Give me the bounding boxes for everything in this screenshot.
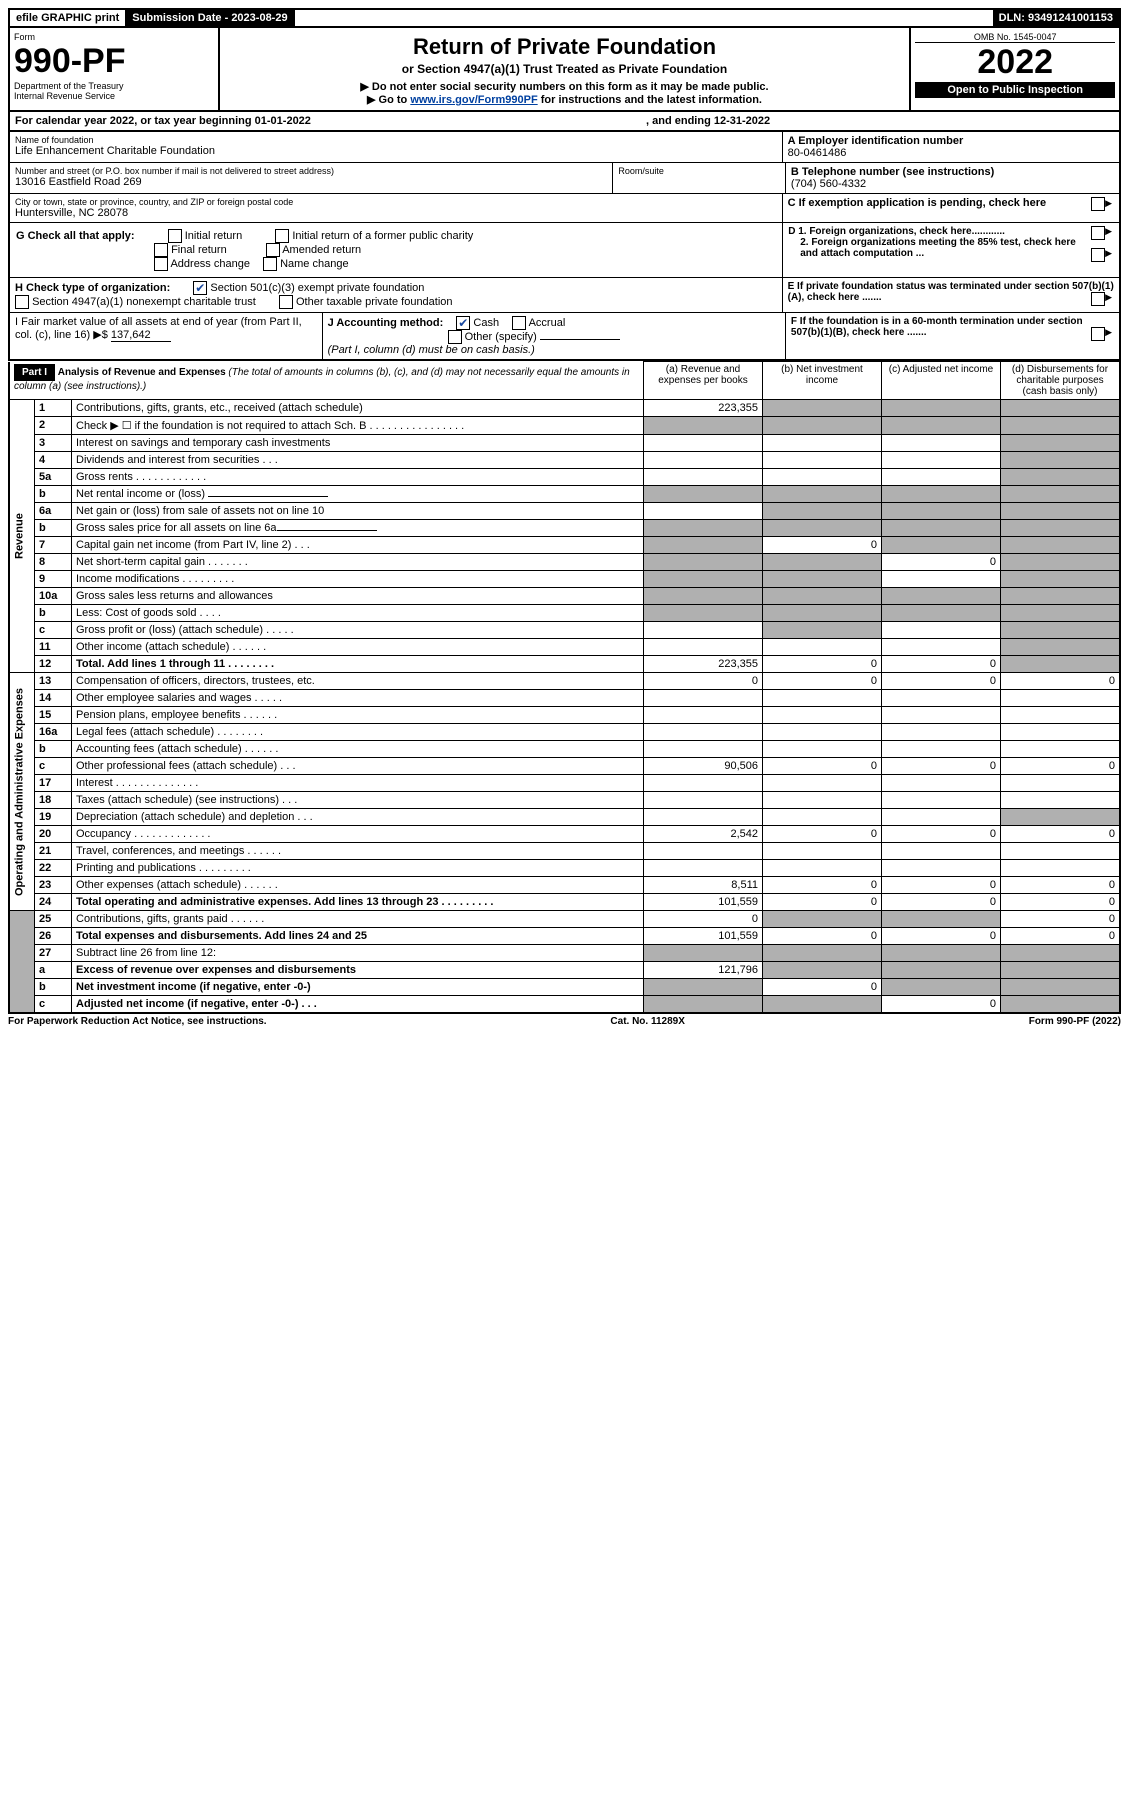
j-accrual-label: Accrual — [529, 317, 566, 329]
part1-label: Part I — [14, 364, 55, 381]
j-note: (Part I, column (d) must be on cash basi… — [328, 344, 535, 356]
efile-label: efile GRAPHIC print — [10, 10, 126, 26]
g5-label: Address change — [170, 258, 250, 270]
city-label: City or town, state or province, country… — [15, 197, 777, 207]
submission-date: Submission Date - 2023-08-29 — [126, 10, 294, 26]
form-link[interactable]: www.irs.gov/Form990PF — [410, 94, 537, 106]
j-cash-label: Cash — [473, 317, 499, 329]
form-word: Form — [14, 32, 214, 42]
j-cash-check[interactable] — [456, 316, 470, 330]
revenue-label: Revenue — [9, 400, 35, 673]
col-d-header: (d) Disbursements for charitable purpose… — [1001, 362, 1121, 400]
addr-label: Number and street (or P.O. box number if… — [15, 166, 607, 176]
room-label: Room/suite — [618, 166, 780, 176]
h1-check[interactable] — [193, 281, 207, 295]
h-label: H Check type of organization: — [15, 282, 170, 294]
footer-left: For Paperwork Reduction Act Notice, see … — [8, 1016, 267, 1027]
c-checkbox[interactable] — [1091, 197, 1105, 211]
g3-check[interactable] — [154, 243, 168, 257]
ein-label: A Employer identification number — [788, 135, 1114, 147]
d1-check[interactable] — [1091, 226, 1105, 240]
c-label: C If exemption application is pending, c… — [788, 197, 1047, 209]
city-value: Huntersville, NC 28078 — [15, 207, 777, 219]
open-public: Open to Public Inspection — [915, 82, 1115, 98]
j-other-check[interactable] — [448, 330, 462, 344]
j-accrual-check[interactable] — [512, 316, 526, 330]
addr-value: 13016 Eastfield Road 269 — [15, 176, 607, 188]
expenses-label: Operating and Administrative Expenses — [9, 673, 35, 911]
page-footer: For Paperwork Reduction Act Notice, see … — [8, 1014, 1121, 1027]
cal-year-end: , and ending 12-31-2022 — [641, 112, 1119, 130]
h2-label: Section 4947(a)(1) nonexempt charitable … — [32, 296, 256, 308]
e-label: E If private foundation status was termi… — [788, 281, 1114, 303]
name-label: Name of foundation — [15, 135, 777, 145]
phone-value: (704) 560-4332 — [791, 178, 1114, 190]
col-a-header: (a) Revenue and expenses per books — [644, 362, 763, 400]
tax-year: 2022 — [915, 43, 1115, 82]
g-label: G Check all that apply: — [16, 230, 135, 242]
foundation-name: Life Enhancement Charitable Foundation — [15, 145, 777, 157]
col-b-header: (b) Net investment income — [763, 362, 882, 400]
top-bar: efile GRAPHIC print Submission Date - 20… — [8, 8, 1121, 28]
e-check[interactable] — [1091, 292, 1105, 306]
i-value: 137,642 — [111, 329, 171, 342]
g2-check[interactable] — [275, 229, 289, 243]
dept: Department of the Treasury — [14, 81, 214, 91]
g4-check[interactable] — [266, 243, 280, 257]
g1-check[interactable] — [168, 229, 182, 243]
cal-year-begin: For calendar year 2022, or tax year begi… — [10, 112, 641, 130]
part1-title: Analysis of Revenue and Expenses — [58, 367, 226, 378]
note-goto-suffix: for instructions and the latest informat… — [538, 94, 762, 106]
d2-check[interactable] — [1091, 248, 1105, 262]
d2-label: 2. Foreign organizations meeting the 85%… — [800, 237, 1076, 259]
h2-check[interactable] — [15, 295, 29, 309]
phone-label: B Telephone number (see instructions) — [791, 166, 1114, 178]
form-number: 990-PF — [14, 42, 214, 81]
footer-right: Form 990-PF (2022) — [1029, 1016, 1121, 1027]
form-subtitle: or Section 4947(a)(1) Trust Treated as P… — [224, 62, 906, 76]
g2-label: Initial return of a former public charit… — [292, 230, 473, 242]
d1-label: D 1. Foreign organizations, check here..… — [788, 226, 1005, 237]
col-c-header: (c) Adjusted net income — [882, 362, 1001, 400]
g6-check[interactable] — [263, 257, 277, 271]
g1-label: Initial return — [185, 230, 242, 242]
ein-value: 80-0461486 — [788, 147, 1114, 159]
footer-mid: Cat. No. 11289X — [610, 1016, 684, 1027]
h1-label: Section 501(c)(3) exempt private foundat… — [210, 282, 424, 294]
j-label: J Accounting method: — [328, 317, 444, 329]
j-other-label: Other (specify) — [465, 331, 537, 343]
note-goto-prefix: ▶ Go to — [367, 94, 410, 106]
part1-table: Part I Analysis of Revenue and Expenses … — [8, 361, 1121, 1014]
form-title: Return of Private Foundation — [224, 34, 906, 60]
f-check[interactable] — [1091, 327, 1105, 341]
f-label: F If the foundation is in a 60-month ter… — [791, 316, 1083, 338]
g6-label: Name change — [280, 258, 349, 270]
g5-check[interactable] — [154, 257, 168, 271]
h3-label: Other taxable private foundation — [296, 296, 453, 308]
omb: OMB No. 1545-0047 — [915, 32, 1115, 43]
g3-label: Final return — [171, 244, 227, 256]
dln: DLN: 93491241001153 — [993, 10, 1119, 26]
form-header: Form 990-PF Department of the Treasury I… — [8, 28, 1121, 112]
h3-check[interactable] — [279, 295, 293, 309]
irs: Internal Revenue Service — [14, 91, 214, 101]
g4-label: Amended return — [282, 244, 361, 256]
note-ssn: ▶ Do not enter social security numbers o… — [224, 80, 906, 93]
